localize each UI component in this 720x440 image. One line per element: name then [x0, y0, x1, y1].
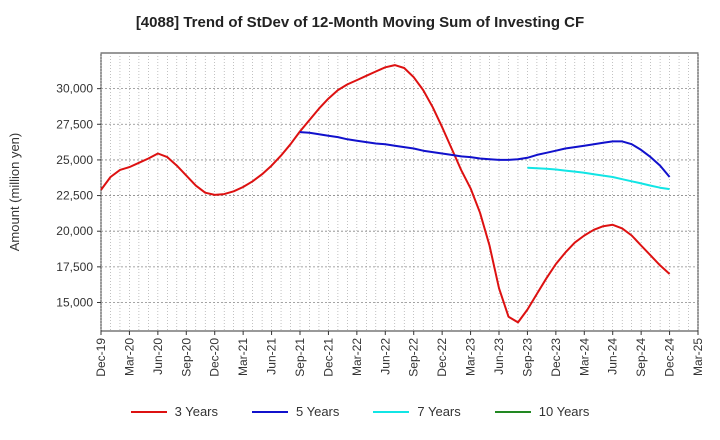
x-tick-label: Dec-20 [208, 338, 222, 377]
x-tick-label: Jun-20 [151, 338, 165, 375]
legend-swatch [373, 410, 410, 413]
x-tick-label: Jun-21 [265, 338, 279, 375]
x-tick-label: Sep-21 [293, 338, 307, 377]
series-line-7-years [527, 166, 670, 191]
x-tick-label: Mar-21 [236, 338, 250, 376]
chart-title: [4088] Trend of StDev of 12-Month Moving… [135, 14, 585, 31]
x-tick-label: Sep-23 [520, 338, 534, 377]
legend-label: 3 Years [174, 404, 218, 419]
plot-area [100, 52, 699, 332]
x-tick-label: Sep-20 [179, 338, 193, 377]
y-tick-label: 15,000 [56, 295, 93, 309]
y-tick-label: 22,500 [56, 189, 93, 203]
x-tick-label: Dec-22 [435, 338, 449, 377]
legend-swatch [252, 410, 288, 413]
legend-label: 10 Years [538, 404, 590, 419]
x-tick-label: Mar-20 [122, 338, 136, 376]
y-tick-label: 30,000 [56, 82, 93, 96]
x-tick-label: Sep-22 [407, 338, 421, 377]
x-tick-label: Jun-24 [606, 338, 620, 375]
legend-item-7-years: 7 Years [373, 404, 461, 419]
y-tick-label: 20,000 [56, 224, 93, 238]
x-tick-label: Jun-23 [492, 338, 506, 375]
legend-item-3-years: 3 Years [130, 404, 218, 419]
x-tick-label: Mar-25 [691, 338, 705, 376]
legend-label: 5 Years [296, 404, 340, 419]
y-axis-ticks: 15,000 17,500 20,000 22,500 25,000 27,500 30,0… [56, 82, 101, 309]
x-axis-ticks: Dec-19 Mar-20 Jun-20 Sep-20 Dec-20 Mar-21 Jun-… [94, 331, 705, 377]
legend-swatch [494, 410, 531, 413]
series-line-3-years [100, 64, 671, 324]
legend-item-10-years: 10 Years [494, 404, 590, 419]
y-tick-label: 25,000 [56, 153, 93, 167]
x-tick-label: Sep-24 [634, 338, 648, 377]
y-axis-label: Amount (million yen) [7, 133, 22, 252]
x-tick-label: Dec-19 [94, 338, 108, 377]
y-tick-label: 17,500 [56, 260, 93, 274]
x-tick-label: Mar-22 [350, 338, 364, 376]
legend-swatch [130, 410, 167, 413]
x-tick-label: Dec-23 [549, 338, 563, 377]
legend-label: 7 Years [417, 404, 461, 419]
legend-item-5-years: 5 Years [252, 404, 339, 419]
x-tick-label: Jun-22 [378, 338, 392, 375]
legend: 3 Years 5 Years 7 Years 10 Years [0, 404, 720, 419]
x-tick-label: Mar-23 [464, 338, 478, 376]
y-tick-label: 27,500 [56, 117, 93, 131]
series-lines [100, 64, 671, 324]
x-tick-label: Dec-21 [321, 338, 335, 377]
x-tick-label: Mar-24 [577, 338, 591, 376]
series-line-5-years [299, 131, 671, 178]
x-tick-label: Dec-24 [663, 338, 677, 377]
